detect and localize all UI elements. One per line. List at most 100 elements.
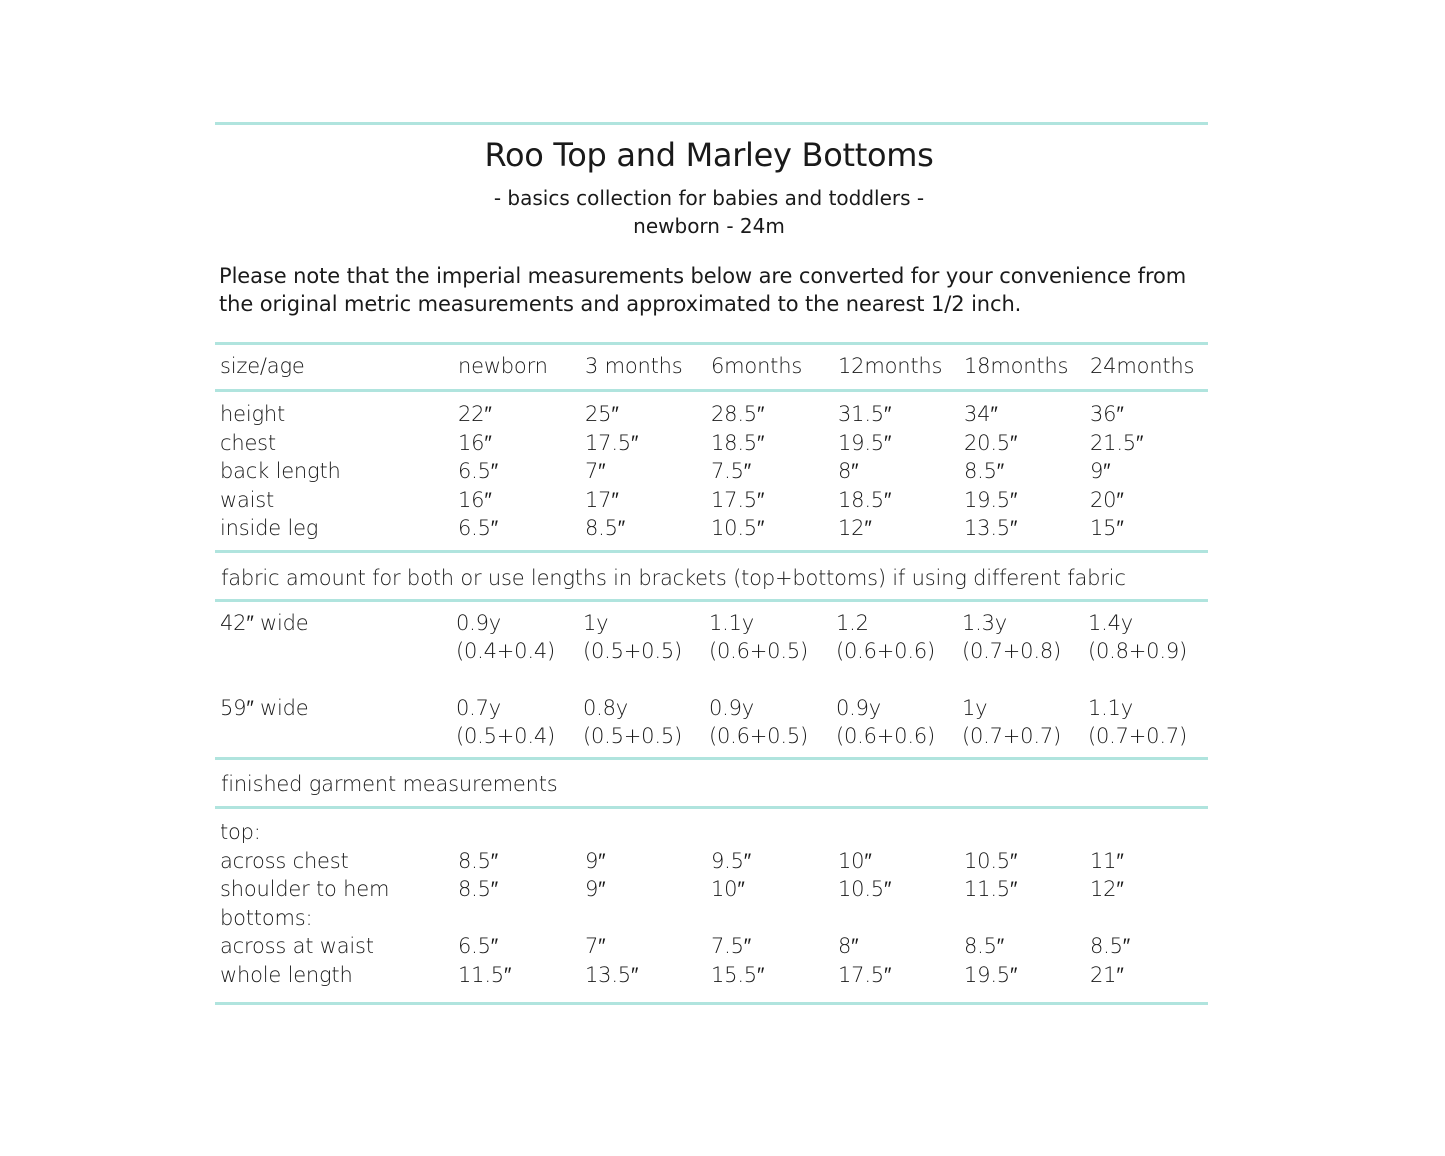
table-cell: 20″ <box>1090 487 1124 512</box>
row-label: across at waist <box>220 934 374 958</box>
fabric-split: (0.6+0.6) <box>836 639 935 663</box>
table-cell: 18.5″ <box>711 430 765 455</box>
fabric-split: (0.7+0.7) <box>1088 724 1187 748</box>
table-cell: 7.5″ <box>711 459 752 483</box>
table-cell: 21″ <box>1090 962 1124 987</box>
size-range: newborn - 24m <box>633 214 785 238</box>
fabric-split: (0.8+0.9) <box>1088 639 1187 663</box>
row-label: chest <box>220 430 276 455</box>
divider <box>215 122 1208 125</box>
table-cell: 8.5″ <box>964 934 1005 958</box>
divider <box>215 389 1208 392</box>
table-cell: 15.5″ <box>711 962 765 987</box>
table-cell: 31.5″ <box>838 402 892 426</box>
header-label: size/age <box>220 354 305 378</box>
table-cell: 21.5″ <box>1090 430 1144 455</box>
table-cell: 22″ <box>458 402 492 426</box>
table-cell: 11.5″ <box>458 962 512 987</box>
fabric-total: 1.2 <box>836 611 869 635</box>
fabric-total: 1.4y <box>1088 611 1134 635</box>
table-cell: 13.5″ <box>964 516 1018 540</box>
row-label: bottoms: <box>220 905 313 930</box>
fabric-total: 1y <box>583 611 609 635</box>
table-cell: 17.5″ <box>711 487 765 512</box>
table-cell: 8.5″ <box>964 459 1005 483</box>
table-cell: 7″ <box>585 934 606 958</box>
fabric-total: 1y <box>962 696 988 720</box>
column-header: 24months <box>1090 354 1195 378</box>
table-cell: 19.5″ <box>838 430 892 455</box>
table-cell: 9″ <box>585 877 606 901</box>
fabric-total: 1.1y <box>1088 696 1134 720</box>
column-header: 3 months <box>585 354 683 378</box>
row-label: inside leg <box>220 516 319 540</box>
table-cell: 17.5″ <box>585 430 639 455</box>
row-label: whole length <box>220 962 353 987</box>
column-header: newborn <box>458 354 548 378</box>
row-label: across chest <box>220 848 349 873</box>
fabric-split: (0.4+0.4) <box>456 639 555 663</box>
fabric-split: (0.6+0.5) <box>709 724 808 748</box>
table-cell: 25″ <box>585 402 619 426</box>
table-cell: 6.5″ <box>458 934 499 958</box>
divider <box>215 1002 1208 1005</box>
fabric-total: 0.7y <box>456 696 502 720</box>
fabric-total: 1.1y <box>709 611 755 635</box>
row-label: waist <box>220 487 275 512</box>
table-cell: 7.5″ <box>711 934 752 958</box>
table-cell: 19.5″ <box>964 487 1018 512</box>
table-cell: 6.5″ <box>458 459 499 483</box>
divider <box>215 599 1208 602</box>
section-heading: finished garment measurements <box>221 772 558 796</box>
row-label: 42″ wide <box>220 611 309 635</box>
table-cell: 8.5″ <box>585 516 626 540</box>
subtitle: - basics collection for babies and toddl… <box>493 186 925 210</box>
note-line-1: Please note that the imperial measuremen… <box>219 264 1187 288</box>
table-cell: 9″ <box>1090 459 1111 483</box>
table-cell: 10.5″ <box>838 877 892 901</box>
fabric-split: (0.7+0.7) <box>962 724 1061 748</box>
table-cell: 17.5″ <box>838 962 892 987</box>
table-cell: 8″ <box>838 459 859 483</box>
table-cell: 17″ <box>585 487 619 512</box>
table-cell: 8.5″ <box>1090 934 1131 958</box>
divider <box>215 757 1208 760</box>
row-label: 59″ wide <box>220 696 309 720</box>
table-cell: 13.5″ <box>585 962 639 987</box>
divider <box>215 550 1208 553</box>
table-cell: 10.5″ <box>711 516 765 540</box>
row-label: shoulder to hem <box>220 877 390 901</box>
table-cell: 10.5″ <box>964 848 1018 873</box>
fabric-split: (0.5+0.5) <box>583 724 682 748</box>
table-cell: 9″ <box>585 848 606 873</box>
fabric-total: 0.9y <box>709 696 755 720</box>
table-cell: 12″ <box>1090 877 1124 901</box>
divider <box>215 806 1208 809</box>
note-line-2: the original metric measurements and app… <box>219 292 1022 316</box>
fabric-total: 0.8y <box>583 696 629 720</box>
column-header: 12months <box>838 354 943 378</box>
table-cell: 9.5″ <box>711 848 752 873</box>
table-cell: 10″ <box>838 848 872 873</box>
table-cell: 6.5″ <box>458 516 499 540</box>
row-label: top: <box>220 820 261 844</box>
table-cell: 12″ <box>838 516 872 540</box>
divider <box>215 342 1208 345</box>
table-cell: 16″ <box>458 487 492 512</box>
section-heading: fabric amount for both or use lengths in… <box>221 566 1126 590</box>
table-cell: 8.5″ <box>458 848 499 873</box>
table-cell: 28.5″ <box>711 402 765 426</box>
table-cell: 7″ <box>585 459 606 483</box>
fabric-split: (0.6+0.6) <box>836 724 935 748</box>
fabric-total: 1.3y <box>962 611 1008 635</box>
table-cell: 8.5″ <box>458 877 499 901</box>
fabric-total: 0.9y <box>456 611 502 635</box>
row-label: back length <box>220 459 341 483</box>
fabric-split: (0.5+0.4) <box>456 724 555 748</box>
table-cell: 8″ <box>838 934 859 958</box>
table-cell: 10″ <box>711 877 745 901</box>
table-cell: 34″ <box>964 402 998 426</box>
table-cell: 18.5″ <box>838 487 892 512</box>
fabric-split: (0.6+0.5) <box>709 639 808 663</box>
fabric-total: 0.9y <box>836 696 882 720</box>
